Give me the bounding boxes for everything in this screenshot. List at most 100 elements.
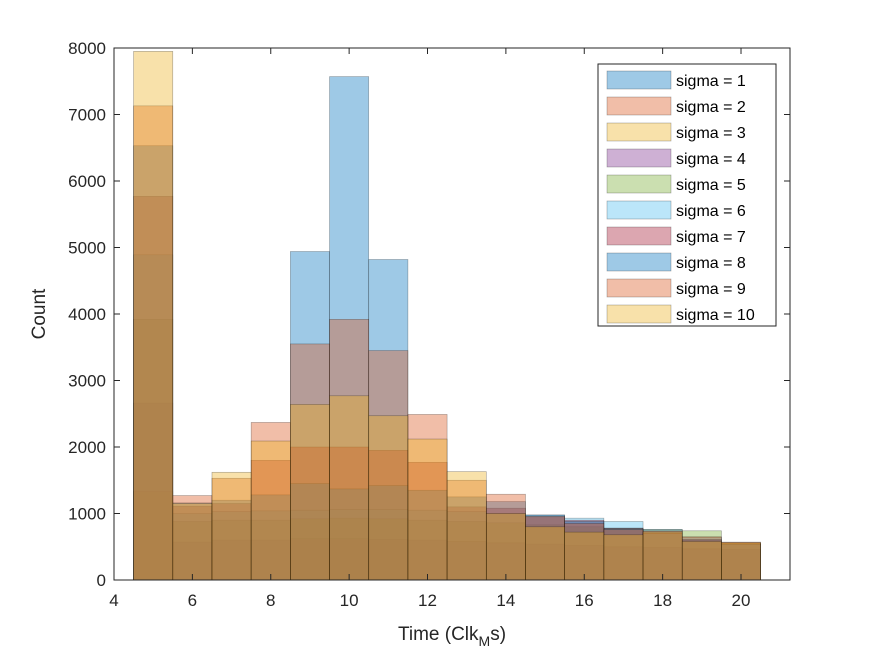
histogram-bar-series-10-bin-10 [485,513,526,581]
legend-swatch [606,174,672,194]
histogram-bar-series-5-bin-1 [133,319,174,581]
histogram-bar-series-9-bin-10 [485,493,526,581]
histogram-bar-series-10-bin-9 [446,471,487,581]
histogram-bar-series-5-bin-10 [485,522,526,581]
histogram-bar-series-7-bin-12 [564,519,605,581]
histogram-bar-series-8-bin-15 [681,539,722,581]
histogram-bar-series-10-bin-7 [368,415,409,581]
x-axis-label: Time (ClkMs) [398,624,506,649]
histogram-bar-series-7-bin-2 [172,505,213,581]
histogram-bar-series-9-bin-8 [407,414,448,581]
histogram-bar-series-1-bin-6 [329,76,370,581]
histogram-bar-series-7-bin-6 [329,446,370,581]
histogram-bar-series-6-bin-4 [250,510,291,581]
y-tick-label: 2000 [68,438,106,457]
legend-entry-label: sigma = 3 [676,125,746,142]
histogram-bar-series-9-bin-6 [329,319,370,581]
histogram-bar-series-9-bin-16 [721,541,761,581]
histogram-bar-series-8-bin-6 [329,488,370,581]
histogram-bar-series-10-bin-12 [564,531,605,581]
histogram-bar-series-10-bin-13 [603,534,644,581]
legend-entry-label: sigma = 2 [676,99,746,116]
histogram-bar-series-8-bin-4 [250,494,291,581]
histogram-bar-series-5-bin-6 [329,517,370,581]
histogram-bar-series-7-bin-13 [603,527,644,581]
histogram-bar-series-9-bin-14 [642,532,683,581]
histogram-bar-series-10-bin-8 [407,438,448,581]
y-tick-label: 7000 [68,106,106,125]
histogram-bar-series-6-bin-8 [407,509,448,581]
histogram-bar-series-5-bin-3 [211,519,252,581]
histogram-bar-series-5-bin-5 [290,518,330,581]
histogram-bar-series-8-bin-7 [368,485,409,581]
histogram-bar-series-4-bin-10 [485,542,526,581]
histogram-bar-series-4-bin-11 [525,543,565,581]
histogram-bar-series-8-bin-9 [446,496,487,581]
legend-swatch [606,252,672,272]
histogram-bar-series-5-bin-2 [172,521,213,581]
histogram-bar-series-5-bin-9 [446,521,487,581]
x-tick-label: 10 [340,591,359,610]
legend-swatch [606,304,672,324]
histogram-bar-series-1-bin-5 [290,251,330,581]
histogram-bar-series-9-bin-3 [211,477,252,581]
legend-entry-label: sigma = 6 [676,203,746,220]
y-axis-label: Count [29,288,50,339]
histogram-bar-series-8-bin-8 [407,489,448,581]
x-axis-ticks: 4 6 8 10 12 14 16 18 20 [109,48,750,610]
histogram-bar-series-3-bin-1 [133,491,174,581]
histogram-bar-series-4-bin-6 [329,538,370,581]
histogram-bar-series-6-bin-6 [329,509,370,581]
legend-entry-label: sigma = 7 [676,229,746,246]
histogram-bar-series-9-bin-13 [603,529,644,581]
y-tick-label: 5000 [68,239,106,258]
histogram-bar-series-9-bin-1 [133,105,174,581]
histogram-bar-series-10-bin-6 [329,395,370,581]
histogram-bar-series-5-bin-11 [525,524,565,581]
legend-entry-label: sigma = 10 [676,307,755,324]
legend-swatch [606,200,672,220]
legend-box [597,63,777,327]
legend-swatch [606,70,672,90]
histogram-bar-series-5-bin-12 [564,526,605,581]
histogram-bar-series-7-bin-16 [721,543,761,581]
y-tick-label: 6000 [68,172,106,191]
histogram-bar-series-10-bin-16 [721,542,761,581]
histogram-bar-series-6-bin-7 [368,509,409,581]
histogram-bar-series-7-bin-15 [681,539,722,581]
histogram-bar-series-9-bin-9 [446,479,487,581]
histogram-bar-series-8-bin-11 [525,514,565,581]
histogram-bar-series-6-bin-14 [642,529,683,581]
x-tick-label: 14 [496,591,515,610]
histogram-bar-series-5-bin-14 [642,529,683,581]
histogram-bar-series-10-bin-11 [525,526,565,581]
histogram-bar-series-6-bin-15 [681,537,722,581]
legend-entry-label: sigma = 5 [676,177,746,194]
legend-swatch [606,122,672,142]
histogram-bar-series-4-bin-13 [603,546,644,581]
x-tick-label: 18 [653,591,672,610]
x-tick-label: 20 [732,591,751,610]
histogram-bar-series-7-bin-4 [250,459,291,581]
histogram-bar-series-6-bin-12 [564,517,605,581]
histogram-bar-series-7-bin-11 [525,516,565,581]
histogram-bar-series-5-bin-4 [250,519,291,581]
legend: sigma = 1 sigma = 2 sigma = 3 sigma = 4 sigm… [597,63,777,327]
histogram-bar-series-4-bin-3 [211,539,252,581]
histogram-bar-series-7-bin-8 [407,461,448,581]
y-tick-label: 0 [97,571,106,590]
y-tick-label: 1000 [68,505,106,524]
histogram-bar-series-5-bin-16 [721,542,761,581]
histogram-bar-series-10-bin-2 [172,503,213,581]
histogram-bar-series-7-bin-7 [368,450,409,581]
legend-swatch [606,148,672,168]
histogram-bar-series-9-bin-15 [681,536,722,581]
histogram-bar-series-9-bin-2 [172,495,213,581]
histogram-bar-series-7-bin-3 [211,503,252,581]
histogram-bar-series-5-bin-7 [368,518,409,581]
histogram-bar-series-9-bin-12 [564,523,605,581]
x-tick-label: 16 [575,591,594,610]
histogram-bar-series-8-bin-2 [172,502,213,581]
histogram-bar-series-4-bin-15 [681,548,722,581]
histogram-bar-series-9-bin-5 [290,343,330,581]
